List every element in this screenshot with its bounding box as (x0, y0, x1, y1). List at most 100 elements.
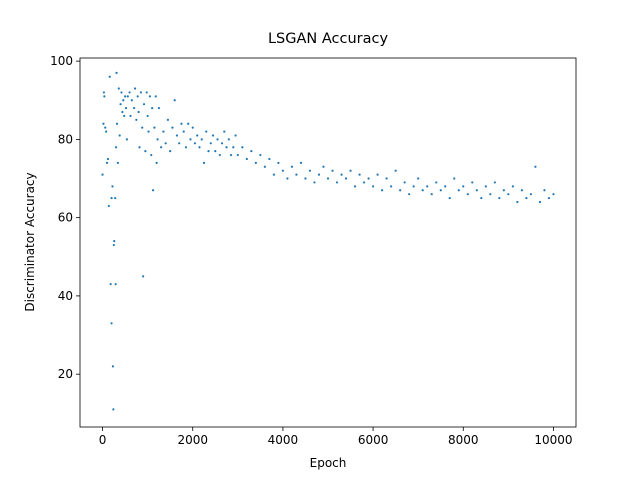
point (115, 71, 118, 74)
point (538, 200, 542, 204)
point (516, 200, 519, 204)
point (225, 146, 228, 149)
point (385, 177, 388, 180)
point (191, 126, 194, 129)
point (109, 283, 112, 286)
point (216, 138, 219, 141)
point (123, 95, 127, 98)
point (525, 196, 528, 200)
x-axis-label: Epoch (310, 456, 347, 470)
point (435, 181, 438, 184)
point (110, 196, 113, 200)
point (130, 99, 133, 102)
point (229, 153, 233, 157)
point (173, 99, 176, 102)
point (426, 185, 429, 188)
point (160, 146, 163, 149)
point (299, 161, 303, 164)
point (142, 275, 145, 278)
point (326, 177, 330, 180)
x-tick-label: 2000 (177, 433, 208, 447)
point (110, 322, 113, 325)
point (171, 126, 174, 129)
point (119, 103, 122, 106)
point (189, 138, 192, 141)
point (552, 193, 555, 196)
point (136, 95, 139, 98)
point (286, 177, 289, 180)
point (290, 165, 294, 168)
point (227, 138, 230, 141)
x-tick-label: 6000 (358, 433, 389, 447)
point (466, 193, 469, 196)
point (241, 146, 244, 149)
point (547, 196, 551, 200)
point (480, 196, 483, 200)
point (444, 185, 447, 188)
point (169, 150, 172, 153)
point (116, 161, 119, 164)
point (390, 185, 393, 188)
y-tick-label: 60 (58, 211, 73, 225)
y-tick-label: 40 (58, 289, 73, 303)
point (114, 283, 117, 286)
point (507, 193, 510, 196)
point (250, 150, 253, 153)
point (358, 173, 361, 176)
point (139, 91, 142, 94)
point (211, 134, 215, 137)
point (421, 189, 424, 192)
point (125, 138, 128, 141)
point (166, 118, 170, 121)
point (157, 106, 161, 110)
point (187, 122, 190, 125)
point (135, 118, 138, 121)
point (234, 134, 237, 137)
point (399, 189, 402, 192)
x-tick-label: 8000 (448, 433, 479, 447)
point (498, 196, 501, 200)
point (111, 365, 115, 368)
point (408, 193, 411, 196)
point (133, 87, 137, 90)
point (223, 130, 226, 133)
point (313, 181, 316, 184)
point (340, 173, 343, 176)
point (335, 181, 339, 184)
point (453, 177, 456, 180)
point (141, 126, 144, 129)
point (520, 189, 523, 192)
point (209, 142, 212, 145)
point (103, 95, 106, 98)
point (144, 150, 147, 153)
point (245, 157, 248, 161)
point (371, 185, 375, 188)
point (534, 165, 537, 168)
point (178, 142, 181, 145)
point (184, 146, 188, 149)
point (412, 185, 415, 188)
chart-title: LSGAN Accuracy (268, 31, 389, 47)
point (362, 181, 366, 184)
point (115, 122, 119, 125)
point (417, 177, 420, 180)
point (101, 173, 104, 176)
point (218, 153, 221, 157)
point (376, 173, 379, 176)
point (105, 161, 109, 164)
point (268, 157, 271, 161)
point (142, 103, 146, 106)
point (317, 173, 321, 176)
point (102, 122, 105, 125)
point (153, 126, 156, 129)
point (146, 114, 149, 118)
point (344, 177, 348, 180)
x-tick-label: 4000 (268, 433, 299, 447)
point (205, 130, 208, 133)
point (254, 161, 257, 164)
point (202, 161, 206, 164)
point (129, 114, 132, 118)
point (155, 161, 158, 164)
